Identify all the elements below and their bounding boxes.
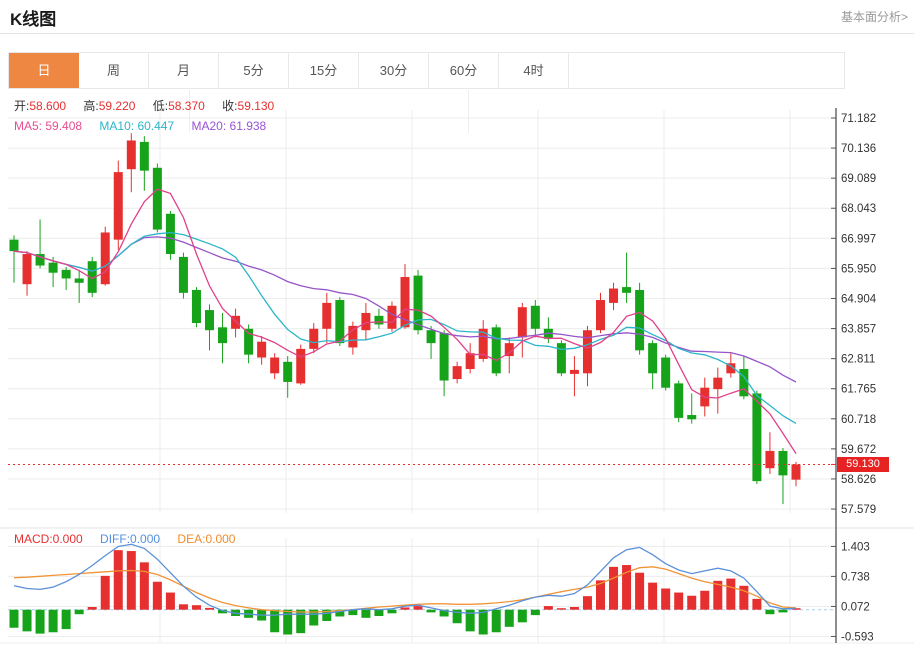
- svg-text:68.043: 68.043: [841, 203, 876, 215]
- quote-column-divider-2: [468, 90, 469, 133]
- ma20-readout: MA20: 61.938: [191, 119, 267, 133]
- ma10-readout: MA10: 60.447: [99, 119, 175, 133]
- svg-text:65.950: 65.950: [841, 263, 876, 275]
- candlestick-macd-chart: 71.182 70.136 69.089 68.043 66.997 65.950 64.9…: [0, 108, 914, 644]
- dea-value-readout: DEA:0.000: [177, 532, 236, 546]
- macd-value-readout: MACD:0.000: [14, 532, 83, 546]
- high-readout: 高:59.220: [83, 99, 136, 113]
- svg-text:58.626: 58.626: [841, 474, 876, 486]
- svg-text:0.072: 0.072: [841, 601, 870, 613]
- fundamental-analysis-link[interactable]: 基本面分析>: [840, 10, 908, 24]
- last-price-badge: 59.130: [837, 457, 889, 472]
- macd-readout: MACD:0.000 DIFF:0.000 DEA:0.000: [14, 532, 249, 546]
- svg-text:69.089: 69.089: [841, 173, 876, 185]
- ma5-readout: MA5: 59.408: [14, 119, 83, 133]
- svg-text:60.718: 60.718: [841, 414, 876, 426]
- diff-value-readout: DIFF:0.000: [100, 532, 161, 546]
- svg-text:-0.593: -0.593: [841, 631, 874, 643]
- open-readout: 开:58.600: [14, 99, 67, 113]
- svg-text:1.403: 1.403: [841, 541, 870, 553]
- svg-text:57.579: 57.579: [841, 504, 876, 516]
- low-readout: 低:58.370: [152, 99, 205, 113]
- tab-bar-filler: [569, 53, 844, 88]
- header-divider: [0, 33, 914, 34]
- tab-60min[interactable]: 60分: [429, 53, 499, 88]
- page-title: K线图: [10, 10, 57, 29]
- svg-text:59.672: 59.672: [841, 444, 876, 456]
- period-tab-bar: 日 周 月 5分 15分 30分 60分 4时: [8, 52, 845, 89]
- tab-15min[interactable]: 15分: [289, 53, 359, 88]
- svg-text:62.811: 62.811: [841, 354, 875, 366]
- tab-month[interactable]: 月: [149, 53, 219, 88]
- svg-text:70.136: 70.136: [841, 143, 876, 155]
- ohlc-readout: 开:58.600 高:59.220 低:58.370 收:59.130: [14, 97, 288, 114]
- svg-text:61.765: 61.765: [841, 384, 876, 396]
- svg-text:71.182: 71.182: [841, 113, 876, 125]
- svg-text:63.857: 63.857: [841, 324, 876, 336]
- quote-column-divider-1: [189, 90, 190, 133]
- close-readout: 收:59.130: [222, 99, 275, 113]
- tab-day[interactable]: 日: [9, 53, 79, 88]
- svg-text:64.904: 64.904: [841, 293, 877, 305]
- tab-5min[interactable]: 5分: [219, 53, 289, 88]
- tab-week[interactable]: 周: [79, 53, 149, 88]
- svg-text:0.738: 0.738: [841, 571, 870, 583]
- tab-30min[interactable]: 30分: [359, 53, 429, 88]
- tab-4hour[interactable]: 4时: [499, 53, 569, 88]
- svg-text:66.997: 66.997: [841, 233, 876, 245]
- ma-readout: MA5: 59.408 MA10: 60.447 MA20: 61.938: [14, 119, 280, 133]
